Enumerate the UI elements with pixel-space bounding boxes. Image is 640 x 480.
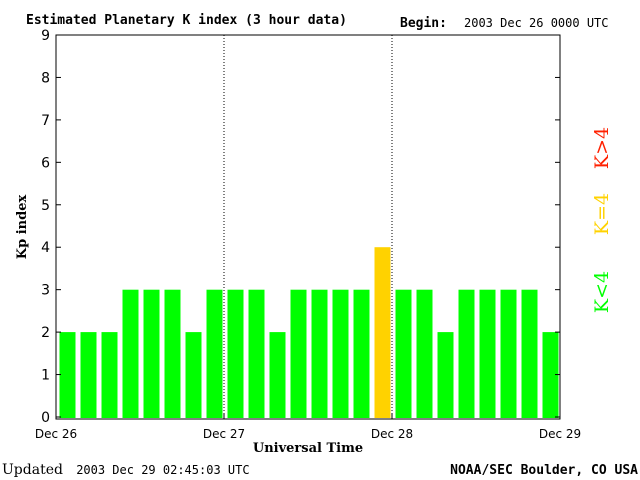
y-axis-ticks: 0 1 2 3 4 5 6 7 8 9: [41, 28, 560, 426]
kp-bar: [164, 289, 181, 418]
updated-label: Updated: [2, 462, 63, 478]
kp-bar: [269, 332, 286, 418]
kp-bar: [500, 289, 517, 418]
kp-bar: [248, 289, 265, 418]
updated-value: 2003 Dec 29 02:45:03 UTC: [76, 463, 249, 477]
kp-bar: [122, 289, 139, 418]
x-axis-label: Universal Time: [253, 441, 363, 456]
kp-bar: [332, 289, 349, 418]
y-tick-label: 6: [41, 155, 50, 171]
plot-frame: [55, 34, 561, 420]
x-tick-label: Dec 26: [35, 427, 77, 441]
legend-k-equal-4: K=4: [591, 193, 613, 235]
y-tick-label: 2: [41, 325, 50, 341]
begin-label: Begin:: [400, 16, 447, 31]
legend-k-below-4: K<4: [591, 271, 613, 313]
kp-bar: [437, 332, 454, 418]
kp-bar: [311, 289, 328, 418]
y-tick-label: 1: [41, 368, 50, 384]
kp-bar: [59, 332, 76, 418]
kp-bar: [227, 289, 244, 418]
y-tick-label: 5: [41, 198, 50, 214]
kp-bar: [395, 289, 412, 418]
y-tick-label: 7: [41, 113, 50, 129]
kp-bar: [353, 289, 370, 418]
y-axis-label: Kp index: [15, 195, 30, 260]
footer-credit: NOAA/SEC Boulder, CO USA: [450, 463, 638, 478]
y-tick-label: 4: [41, 240, 50, 256]
kp-bar: [521, 289, 538, 418]
x-axis-ticks: Dec 26 Dec 27 Dec 28 Dec 29: [35, 413, 581, 441]
y-tick-label: 8: [41, 70, 50, 86]
day-dividers: [223, 35, 393, 419]
x-tick-label: Dec 29: [539, 427, 581, 441]
kp-bar: [185, 332, 202, 418]
x-tick-label: Dec 28: [371, 427, 413, 441]
kp-bar: [80, 332, 97, 418]
chart-title: Estimated Planetary K index (3 hour data…: [26, 13, 347, 28]
legend-k-above-4: K>4: [591, 127, 613, 169]
kp-bar: [143, 289, 160, 418]
begin-value: 2003 Dec 26 0000 UTC: [464, 16, 609, 30]
y-tick-label: 9: [41, 28, 50, 44]
kp-bar: [101, 332, 118, 418]
y-tick-label: 3: [41, 283, 50, 299]
kp-bar: [290, 289, 307, 418]
x-tick-label: Dec 27: [203, 427, 245, 441]
bar-series: [59, 247, 559, 418]
kp-bar: [479, 289, 496, 418]
kp-bar: [458, 289, 475, 418]
kp-bar: [206, 289, 223, 418]
kp-bar: [416, 289, 433, 418]
kp-bar: [542, 332, 559, 418]
kp-bar: [374, 247, 391, 418]
y-tick-label: 0: [41, 410, 50, 426]
footer-updated: Updated 2003 Dec 29 02:45:03 UTC: [2, 462, 250, 478]
